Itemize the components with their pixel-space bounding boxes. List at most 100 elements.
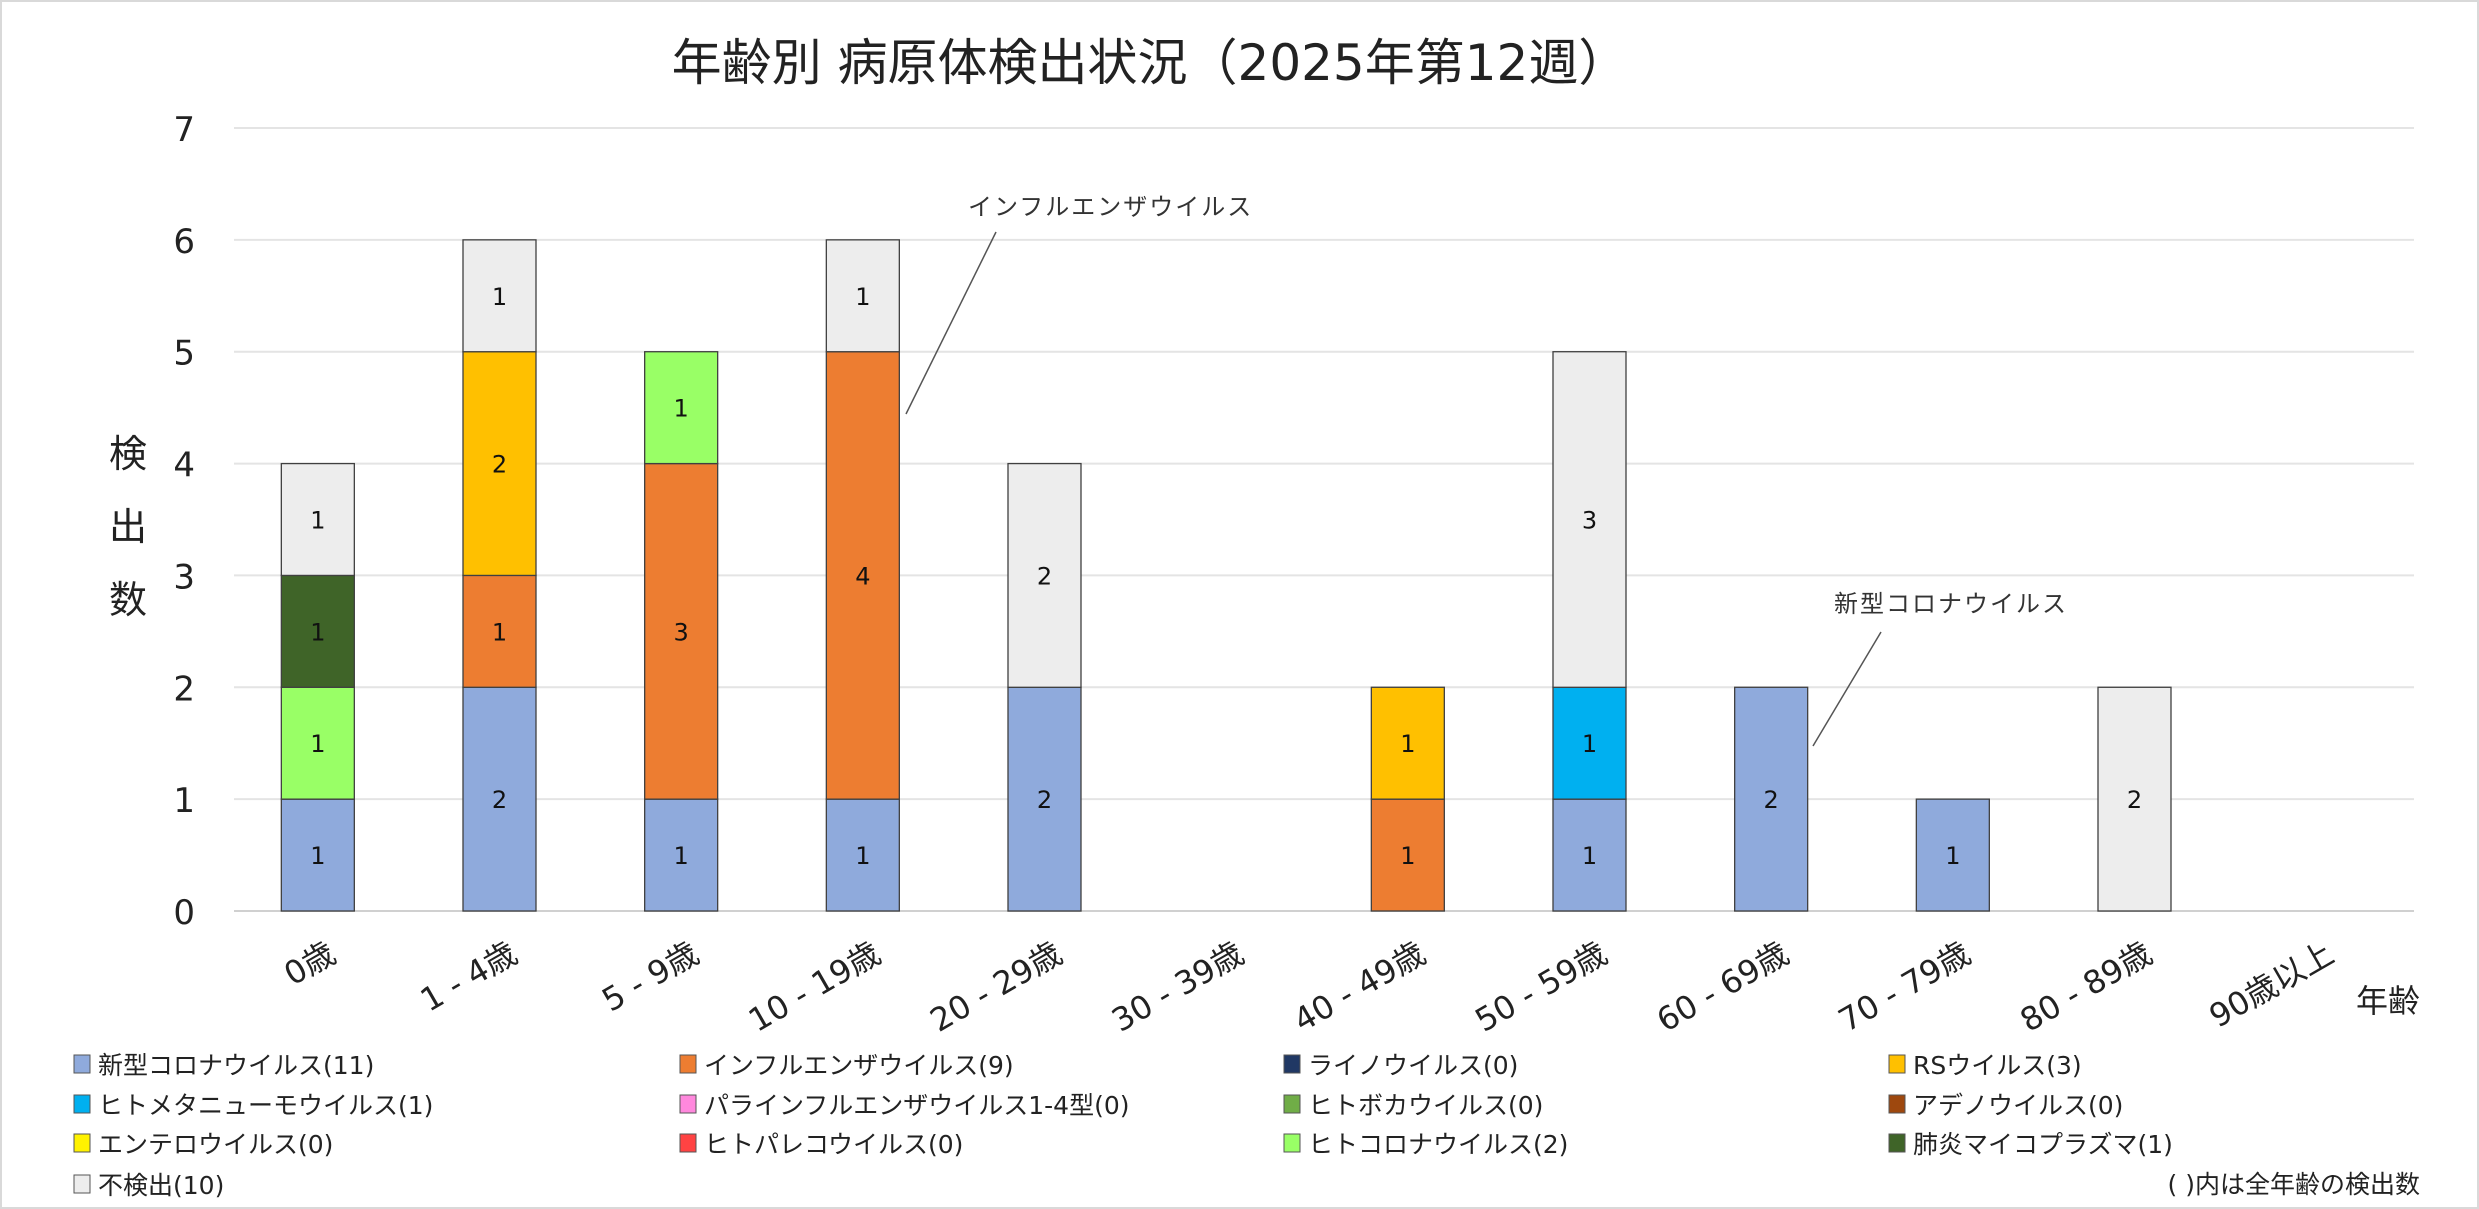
x-tick-label: 60 - 69歳 xyxy=(1650,934,1795,1040)
legend-swatch xyxy=(73,1133,91,1153)
x-tick-label: 20 - 29歳 xyxy=(924,934,1069,1040)
bar-segment xyxy=(644,462,719,800)
bar-segment xyxy=(462,574,537,688)
bar-segment xyxy=(1552,686,1627,800)
bar-segment xyxy=(644,351,719,465)
bar-segment xyxy=(462,351,537,577)
legend-label: インフルエンザウイルス(9) xyxy=(704,1051,1014,1080)
data-label: 3 xyxy=(1582,507,1597,535)
x-tick-label: 70 - 79歳 xyxy=(1832,934,1977,1040)
data-label: 1 xyxy=(1945,842,1960,870)
data-label: 1 xyxy=(855,842,870,870)
y-tick-label: 4 xyxy=(173,446,195,486)
legend-swatch xyxy=(1283,1133,1301,1153)
y-tick-label: 2 xyxy=(173,669,195,709)
legend-note: ( )内は全年齢の検出数 xyxy=(2168,1170,2420,1199)
bar-segment xyxy=(1370,798,1445,912)
data-label: 4 xyxy=(855,562,870,590)
legend-label: ライノウイルス(0) xyxy=(1308,1051,1518,1080)
legend-swatch xyxy=(73,1174,91,1194)
data-label: 1 xyxy=(674,842,689,870)
bar-segment xyxy=(1734,686,1809,912)
legend-label: ヒトコロナウイルス(2) xyxy=(1308,1130,1568,1159)
legend-swatch xyxy=(679,1054,697,1074)
annotation-leader-line xyxy=(905,231,997,415)
data-label: 2 xyxy=(1764,786,1779,814)
data-label: 1 xyxy=(1582,842,1597,870)
bar-segment xyxy=(280,462,355,577)
legend-swatch xyxy=(73,1054,91,1074)
chart-title: 年齢別 病原体検出状況（2025年第12週） xyxy=(672,34,1629,92)
data-label: 2 xyxy=(492,786,507,814)
bar-segment xyxy=(2097,686,2172,912)
y-tick-label: 0 xyxy=(173,893,195,933)
bar-segment xyxy=(825,351,900,800)
legend-label: 不検出(10) xyxy=(98,1171,224,1200)
bar-segment xyxy=(1552,351,1627,688)
legend-swatch xyxy=(1888,1133,1906,1153)
bar-segment xyxy=(1370,686,1445,800)
legend-swatch xyxy=(1283,1094,1301,1114)
legend-label: 新型コロナウイルス(11) xyxy=(98,1051,374,1080)
x-tick-label: 0歳 xyxy=(277,934,341,993)
data-label: 3 xyxy=(674,618,689,646)
legend-label: ヒトパレコウイルス(0) xyxy=(704,1130,963,1159)
x-tick-label: 1 - 4歳 xyxy=(414,934,524,1019)
legend-swatch xyxy=(679,1133,697,1153)
x-tick-label: 50 - 59歳 xyxy=(1469,934,1614,1040)
bar-segment xyxy=(1552,798,1627,912)
data-label: 2 xyxy=(1037,562,1052,590)
bar-segment xyxy=(280,798,355,912)
bar-segment xyxy=(825,239,900,353)
data-label: 1 xyxy=(1400,730,1415,758)
bar-segment xyxy=(462,239,537,353)
annotation-label: 新型コロナウイルス xyxy=(1834,590,2068,618)
bar-segment xyxy=(644,798,719,912)
x-tick-label: 30 - 39歳 xyxy=(1105,934,1250,1040)
y-tick-label: 1 xyxy=(173,781,195,821)
legend-label: ヒトメタニューモウイルス(1) xyxy=(98,1091,433,1120)
data-label: 2 xyxy=(492,451,507,479)
data-label: 1 xyxy=(674,395,689,423)
y-axis-label-char: 出 xyxy=(109,505,147,549)
data-label: 1 xyxy=(492,618,507,646)
bar-segment xyxy=(1915,798,1990,912)
y-tick-label: 6 xyxy=(173,222,195,262)
legend-label: エンテロウイルス(0) xyxy=(98,1130,333,1159)
y-tick-label: 5 xyxy=(173,334,195,374)
x-tick-label: 90歳以上 xyxy=(2203,934,2340,1035)
bar-segment xyxy=(1007,462,1082,688)
data-label: 1 xyxy=(310,842,325,870)
legend-label: パラインフルエンザウイルス1-4型(0) xyxy=(704,1091,1130,1120)
data-label: 1 xyxy=(310,730,325,758)
legend-swatch xyxy=(679,1094,697,1114)
annotation-leader-line xyxy=(1812,631,1882,747)
legend-label: アデノウイルス(0) xyxy=(1913,1091,2123,1120)
x-tick-label: 80 - 89歳 xyxy=(2014,934,2159,1040)
data-label: 1 xyxy=(1400,842,1415,870)
legend-swatch xyxy=(1283,1054,1301,1074)
y-axis-label-char: 検 xyxy=(109,432,147,476)
x-tick-label: 40 - 49歳 xyxy=(1287,934,1432,1040)
data-label: 2 xyxy=(2127,786,2142,814)
legend-swatch xyxy=(73,1094,91,1114)
legend-label: RSウイルス(3) xyxy=(1913,1051,2082,1080)
y-tick-label: 3 xyxy=(173,557,195,597)
bar-segment xyxy=(1007,686,1082,912)
y-axis-label-char: 数 xyxy=(109,578,147,622)
data-label: 1 xyxy=(855,283,870,311)
data-label: 1 xyxy=(310,618,325,646)
data-label: 2 xyxy=(1037,786,1052,814)
annotation-label: インフルエンザウイルス xyxy=(968,193,1253,221)
y-tick-label: 7 xyxy=(173,110,195,150)
x-tick-label: 5 - 9歳 xyxy=(596,934,706,1019)
legend-label: 肺炎マイコプラズマ(1) xyxy=(1913,1130,2173,1159)
bar-segment xyxy=(825,798,900,912)
x-tick-label: 10 - 19歳 xyxy=(742,934,887,1040)
data-label: 1 xyxy=(1582,730,1597,758)
legend-label: ヒトボカウイルス(0) xyxy=(1308,1091,1543,1120)
legend-swatch xyxy=(1888,1094,1906,1114)
x-axis-label: 年齢 xyxy=(2356,982,2420,1020)
